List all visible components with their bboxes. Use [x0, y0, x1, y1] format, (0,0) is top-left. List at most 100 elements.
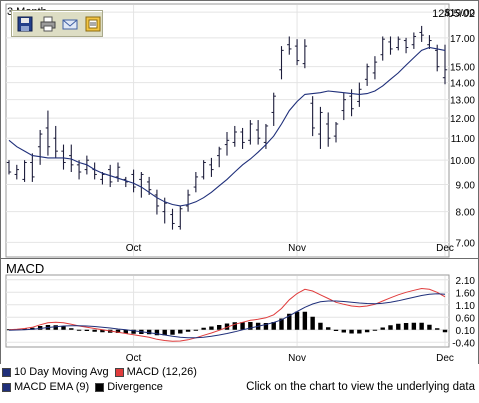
price-y-tick-label: 9.00 — [456, 180, 476, 191]
macd-title: MACD — [6, 261, 44, 276]
print-button[interactable] — [39, 14, 58, 34]
save-icon — [17, 16, 33, 31]
ohlc-bar — [411, 32, 417, 49]
ohlc-bar — [178, 205, 183, 230]
ohlc-bar — [69, 144, 74, 173]
divergence-bar — [318, 322, 323, 330]
macd-x-tick-label: Oct — [126, 353, 142, 364]
divergence-bar — [349, 329, 354, 334]
divergence-bar — [248, 322, 253, 330]
price-y-tick-label: 10.00 — [450, 156, 475, 167]
macd-panel[interactable]: MACD 2.101.60 1.100.60 0.10-0.40 Oct Nov Dec — [5, 261, 476, 364]
price-y-tick-label: $19.00 — [444, 8, 475, 19]
ohlc-bar — [271, 92, 276, 126]
price-x-tick-label: Dec — [436, 243, 454, 254]
divergence-bar — [435, 328, 440, 330]
ohlc-bar — [240, 127, 245, 149]
price-y-tick-label: 8.00 — [456, 208, 476, 219]
divergence-bar — [84, 329, 90, 331]
ohlc-bar — [61, 144, 66, 170]
price-y-axis: $19.00 17.00 15.00 14.00 13.00 12.00 11.00 10.0… — [444, 8, 475, 249]
legend-swatch-macd — [114, 367, 124, 377]
ohlc-bar — [310, 96, 315, 137]
divergence-bar — [76, 329, 82, 331]
price-y-tick-label: 12.00 — [450, 114, 475, 125]
divergence-bar — [123, 329, 128, 334]
ohlc-bar — [100, 172, 105, 185]
divergence-bar — [131, 329, 136, 334]
ohlc-bar — [139, 172, 144, 198]
divergence-bar — [154, 329, 160, 336]
macd-y-tick-label: 1.60 — [456, 288, 476, 299]
date-label: 12/05/02 — [432, 8, 475, 20]
macd-y-tick-label: 1.10 — [456, 301, 476, 312]
ohlc-bar — [14, 164, 19, 180]
divergence-bar — [217, 325, 222, 330]
ohlc-bar — [30, 153, 35, 182]
divergence-bar — [294, 311, 300, 330]
ohlc-bar — [154, 189, 160, 215]
print-icon — [40, 16, 56, 31]
divergence-bar — [115, 329, 121, 333]
ohlc-bar — [45, 110, 51, 156]
divergence-bar — [170, 329, 175, 335]
ohlc-bar — [193, 172, 199, 193]
legend-label-ema: MACD EMA (9) — [14, 381, 90, 393]
divergence-bar — [326, 327, 331, 330]
save-button[interactable] — [16, 14, 35, 34]
legend-swatch-ema — [2, 382, 11, 392]
price-plot-area[interactable] — [5, 3, 450, 258]
divergence-bars — [6, 311, 448, 336]
divergence-bar — [364, 329, 370, 333]
price-panel[interactable]: $19.00 17.00 15.00 14.00 13.00 12.00 11.00 10.0… — [5, 3, 475, 258]
divergence-bar — [357, 329, 362, 334]
ohlc-bar — [380, 36, 385, 61]
ohlc-bar — [318, 106, 323, 149]
series-10-day-moving-avg — [8, 46, 446, 207]
macd-x-tick-label: Dec — [436, 353, 454, 364]
divergence-bar — [224, 323, 230, 330]
legend-swatch-divergence — [95, 382, 105, 392]
ohlc-bar — [201, 160, 206, 180]
divergence-bar — [193, 329, 199, 331]
ohlc-bar — [302, 39, 308, 69]
ohlc-bar — [224, 131, 230, 156]
divergence-bar — [146, 329, 152, 335]
ohlc-bar — [442, 44, 448, 85]
divergence-bar — [185, 329, 191, 332]
macd-y-tick-label: 0.60 — [456, 313, 476, 324]
divergence-bar — [201, 327, 206, 330]
ohlc-bar — [427, 35, 432, 49]
macd-y-tick-label: 0.10 — [456, 326, 476, 337]
legend-label-ma: 10 Day Moving Avg — [14, 366, 109, 378]
ohlc-bar — [217, 146, 222, 168]
email-button[interactable] — [61, 14, 80, 34]
macd-x-axis: Oct Nov Dec — [126, 353, 454, 364]
ohlc-bar — [170, 208, 175, 230]
divergence-bar — [240, 322, 245, 330]
ohlc-bar — [326, 112, 331, 147]
legend-label-macd: MACD (12,26) — [126, 366, 197, 378]
ohlc-bar — [6, 160, 12, 175]
price-y-tick-label: 7.00 — [456, 238, 476, 249]
macd-plot-area[interactable] — [5, 274, 450, 348]
divergence-bar — [61, 326, 66, 330]
ohlc-bar — [333, 122, 339, 143]
ohlc-bar — [364, 63, 370, 86]
export-button[interactable] — [84, 14, 103, 34]
macd-y-tick-label: -0.40 — [452, 338, 475, 349]
divergence-bar — [403, 323, 409, 330]
divergence-bar — [178, 329, 183, 334]
divergence-bar — [279, 318, 284, 330]
ohlc-bar — [294, 39, 300, 66]
divergence-bar — [53, 325, 58, 330]
ohlc-bar — [232, 125, 237, 147]
click-hint-text[interactable]: Click on the chart to view the underlyin… — [246, 381, 475, 393]
price-y-tick-label: 17.00 — [450, 34, 475, 45]
divergence-bar — [419, 322, 424, 330]
legend-row-2: MACD EMA (9) Divergence — [2, 380, 163, 394]
chart-canvas[interactable]: $19.00 17.00 15.00 14.00 13.00 12.00 11.00 10.0… — [1, 1, 478, 365]
divergence-bar — [380, 327, 385, 330]
legend-row-1: 10 Day Moving Avg MACD (12,26) — [2, 365, 197, 379]
